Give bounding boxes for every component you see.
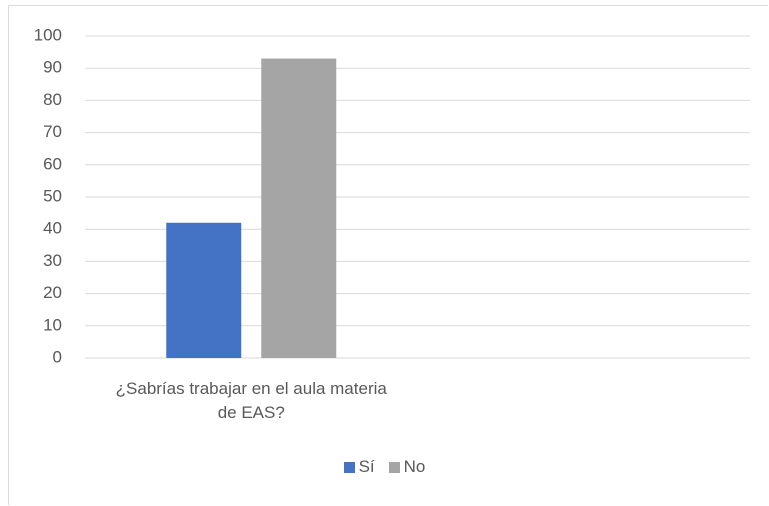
y-tick-label: 60 — [43, 154, 62, 173]
y-tick-label: 70 — [43, 122, 62, 141]
chart-frame — [8, 5, 768, 505]
y-tick-label: 90 — [43, 58, 62, 77]
legend-swatch — [388, 461, 400, 473]
y-tick-label: 50 — [43, 186, 62, 205]
legend-item: No — [388, 457, 426, 477]
y-tick-label: 40 — [43, 219, 62, 238]
bar — [261, 58, 337, 358]
legend-label: No — [403, 457, 426, 476]
bar — [166, 222, 242, 358]
y-tick-label: 20 — [43, 283, 62, 302]
y-tick-label: 10 — [43, 315, 62, 334]
y-tick-label: 80 — [43, 90, 62, 109]
x-tick-label: ¿Sabrías trabajar en el aula materia de … — [115, 379, 387, 422]
y-tick-label: 0 — [53, 347, 62, 366]
legend: Sí No — [0, 457, 769, 477]
legend-label: Sí — [358, 457, 375, 476]
legend-item: Sí — [343, 457, 375, 477]
legend-swatch — [343, 461, 355, 473]
y-tick-label: 100 — [34, 25, 62, 44]
y-tick-label: 30 — [43, 251, 62, 270]
